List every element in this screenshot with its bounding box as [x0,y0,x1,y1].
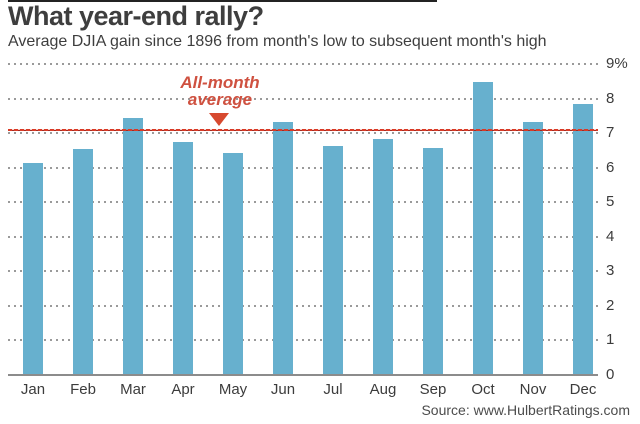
bar-mar [123,118,143,374]
bar-jul [323,145,343,374]
y-tick-5: 5 [606,193,615,211]
chart-subtitle: Average DJIA gain since 1896 from month'… [8,33,547,50]
average-annotation-line1: All-month [180,73,260,92]
y-tick-9: 9% [606,55,628,72]
y-tick-2: 2 [606,296,615,314]
x-tick-jun: Jun [270,381,296,398]
x-tick-dec: Dec [569,381,597,398]
average-line-dashed [8,129,598,131]
bar-dec [573,104,593,374]
y-tick-8: 8 [606,89,615,107]
y-tick-6: 6 [606,158,615,176]
y-tick-3: 3 [606,262,615,280]
bar-oct [473,82,493,374]
bar-feb [73,149,93,374]
source-credit: Source: www.HulbertRatings.com [421,402,630,418]
gridline-2 [8,304,598,307]
bar-nov [523,121,543,374]
gridline-6 [8,166,598,169]
bar-jun [273,121,293,374]
top-border-rule [8,0,437,2]
plot-area [8,63,598,376]
bar-sep [423,147,443,374]
average-annotation: All-month average [140,74,300,108]
bar-aug [373,139,393,374]
x-tick-nov: Nov [519,381,547,398]
x-tick-apr: Apr [171,381,195,398]
gridline-3 [8,270,598,273]
x-tick-feb: Feb [70,381,96,398]
x-tick-jul: Jul [323,381,343,398]
y-tick-4: 4 [606,227,615,245]
y-tick-7: 7 [606,124,615,142]
x-axis-baseline [8,374,598,376]
average-annotation-line2: average [187,90,253,109]
gridline-4 [8,235,598,238]
down-triangle-icon [209,113,229,126]
gridline-1 [8,339,598,342]
chart-title: What year-end rally? [8,1,264,31]
gridline-8 [8,97,598,100]
y-tick-0: 0 [606,366,615,383]
x-tick-mar: Mar [120,381,146,398]
bar-jan [23,163,43,374]
bar-apr [173,142,193,374]
gridline-9 [8,63,598,65]
x-tick-aug: Aug [369,381,397,398]
x-tick-jan: Jan [20,381,46,398]
y-tick-1: 1 [606,331,615,349]
gridline-7 [8,132,598,135]
x-tick-oct: Oct [471,381,495,398]
x-tick-sep: Sep [419,381,447,398]
x-tick-may: May [218,381,248,398]
gridline-5 [8,201,598,204]
bar-may [223,152,243,374]
